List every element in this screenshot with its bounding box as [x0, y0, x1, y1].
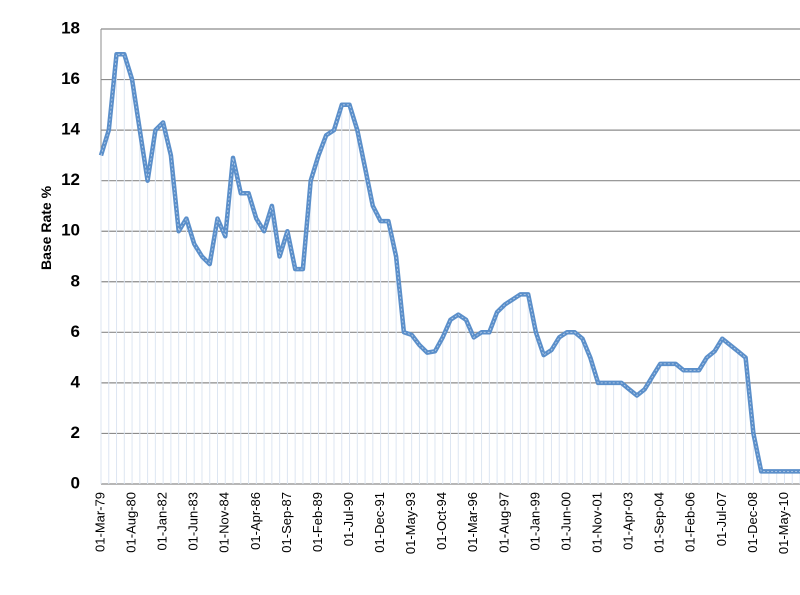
x-tick-label: 01-Mar-79 — [92, 492, 107, 552]
y-tick-label: 0 — [71, 473, 80, 492]
x-tick-label: 01-Nov-84 — [217, 492, 232, 553]
x-tick-label: 01-Nov-01 — [590, 492, 605, 553]
x-tick-label: 01-Feb-06 — [683, 492, 698, 552]
y-tick-label: 10 — [61, 221, 80, 240]
x-tick-label: 01-Mar-96 — [465, 492, 480, 552]
x-tick-label: 01-May-10 — [776, 492, 791, 554]
x-tick-label: 01-Apr-86 — [248, 492, 263, 550]
line-highlight — [100, 53, 800, 472]
x-tick-label: 01-Aug-97 — [496, 492, 511, 553]
x-tick-label: 01-Sep-87 — [279, 492, 294, 553]
y-tick-label: 4 — [71, 372, 81, 391]
x-tick-label: 01-May-93 — [403, 492, 418, 554]
x-tick-label: 01-Jan-82 — [155, 492, 170, 551]
x-tick-label: 01-Dec-91 — [372, 492, 387, 553]
x-tick-label: 01-Jun-83 — [186, 492, 201, 551]
y-tick-label: 12 — [61, 170, 80, 189]
x-tick-label: 01-Feb-89 — [310, 492, 325, 552]
x-tick-label: 01-Jul-90 — [341, 492, 356, 546]
x-tick-label: 01-Jul-07 — [714, 492, 729, 546]
y-tick-label: 16 — [61, 69, 80, 88]
y-tick-label: 18 — [61, 18, 80, 37]
x-tick-label: 01-Dec-08 — [745, 492, 760, 553]
y-tick-label: 2 — [71, 423, 80, 442]
y-axis-title: Base Rate % — [38, 185, 54, 270]
y-tick-label: 8 — [71, 271, 80, 290]
x-tick-label: 01-Aug-80 — [124, 492, 139, 553]
y-tick-label: 6 — [71, 322, 80, 341]
x-tick-label: 01-Jun-00 — [558, 492, 573, 551]
x-tick-label: 01-Apr-03 — [621, 492, 636, 550]
x-tick-label: 01-Jan-99 — [527, 492, 542, 551]
x-tick-label: 01-Sep-04 — [652, 492, 667, 553]
x-tick-label: 01-Oct-94 — [434, 492, 449, 550]
y-tick-label: 14 — [61, 120, 80, 139]
